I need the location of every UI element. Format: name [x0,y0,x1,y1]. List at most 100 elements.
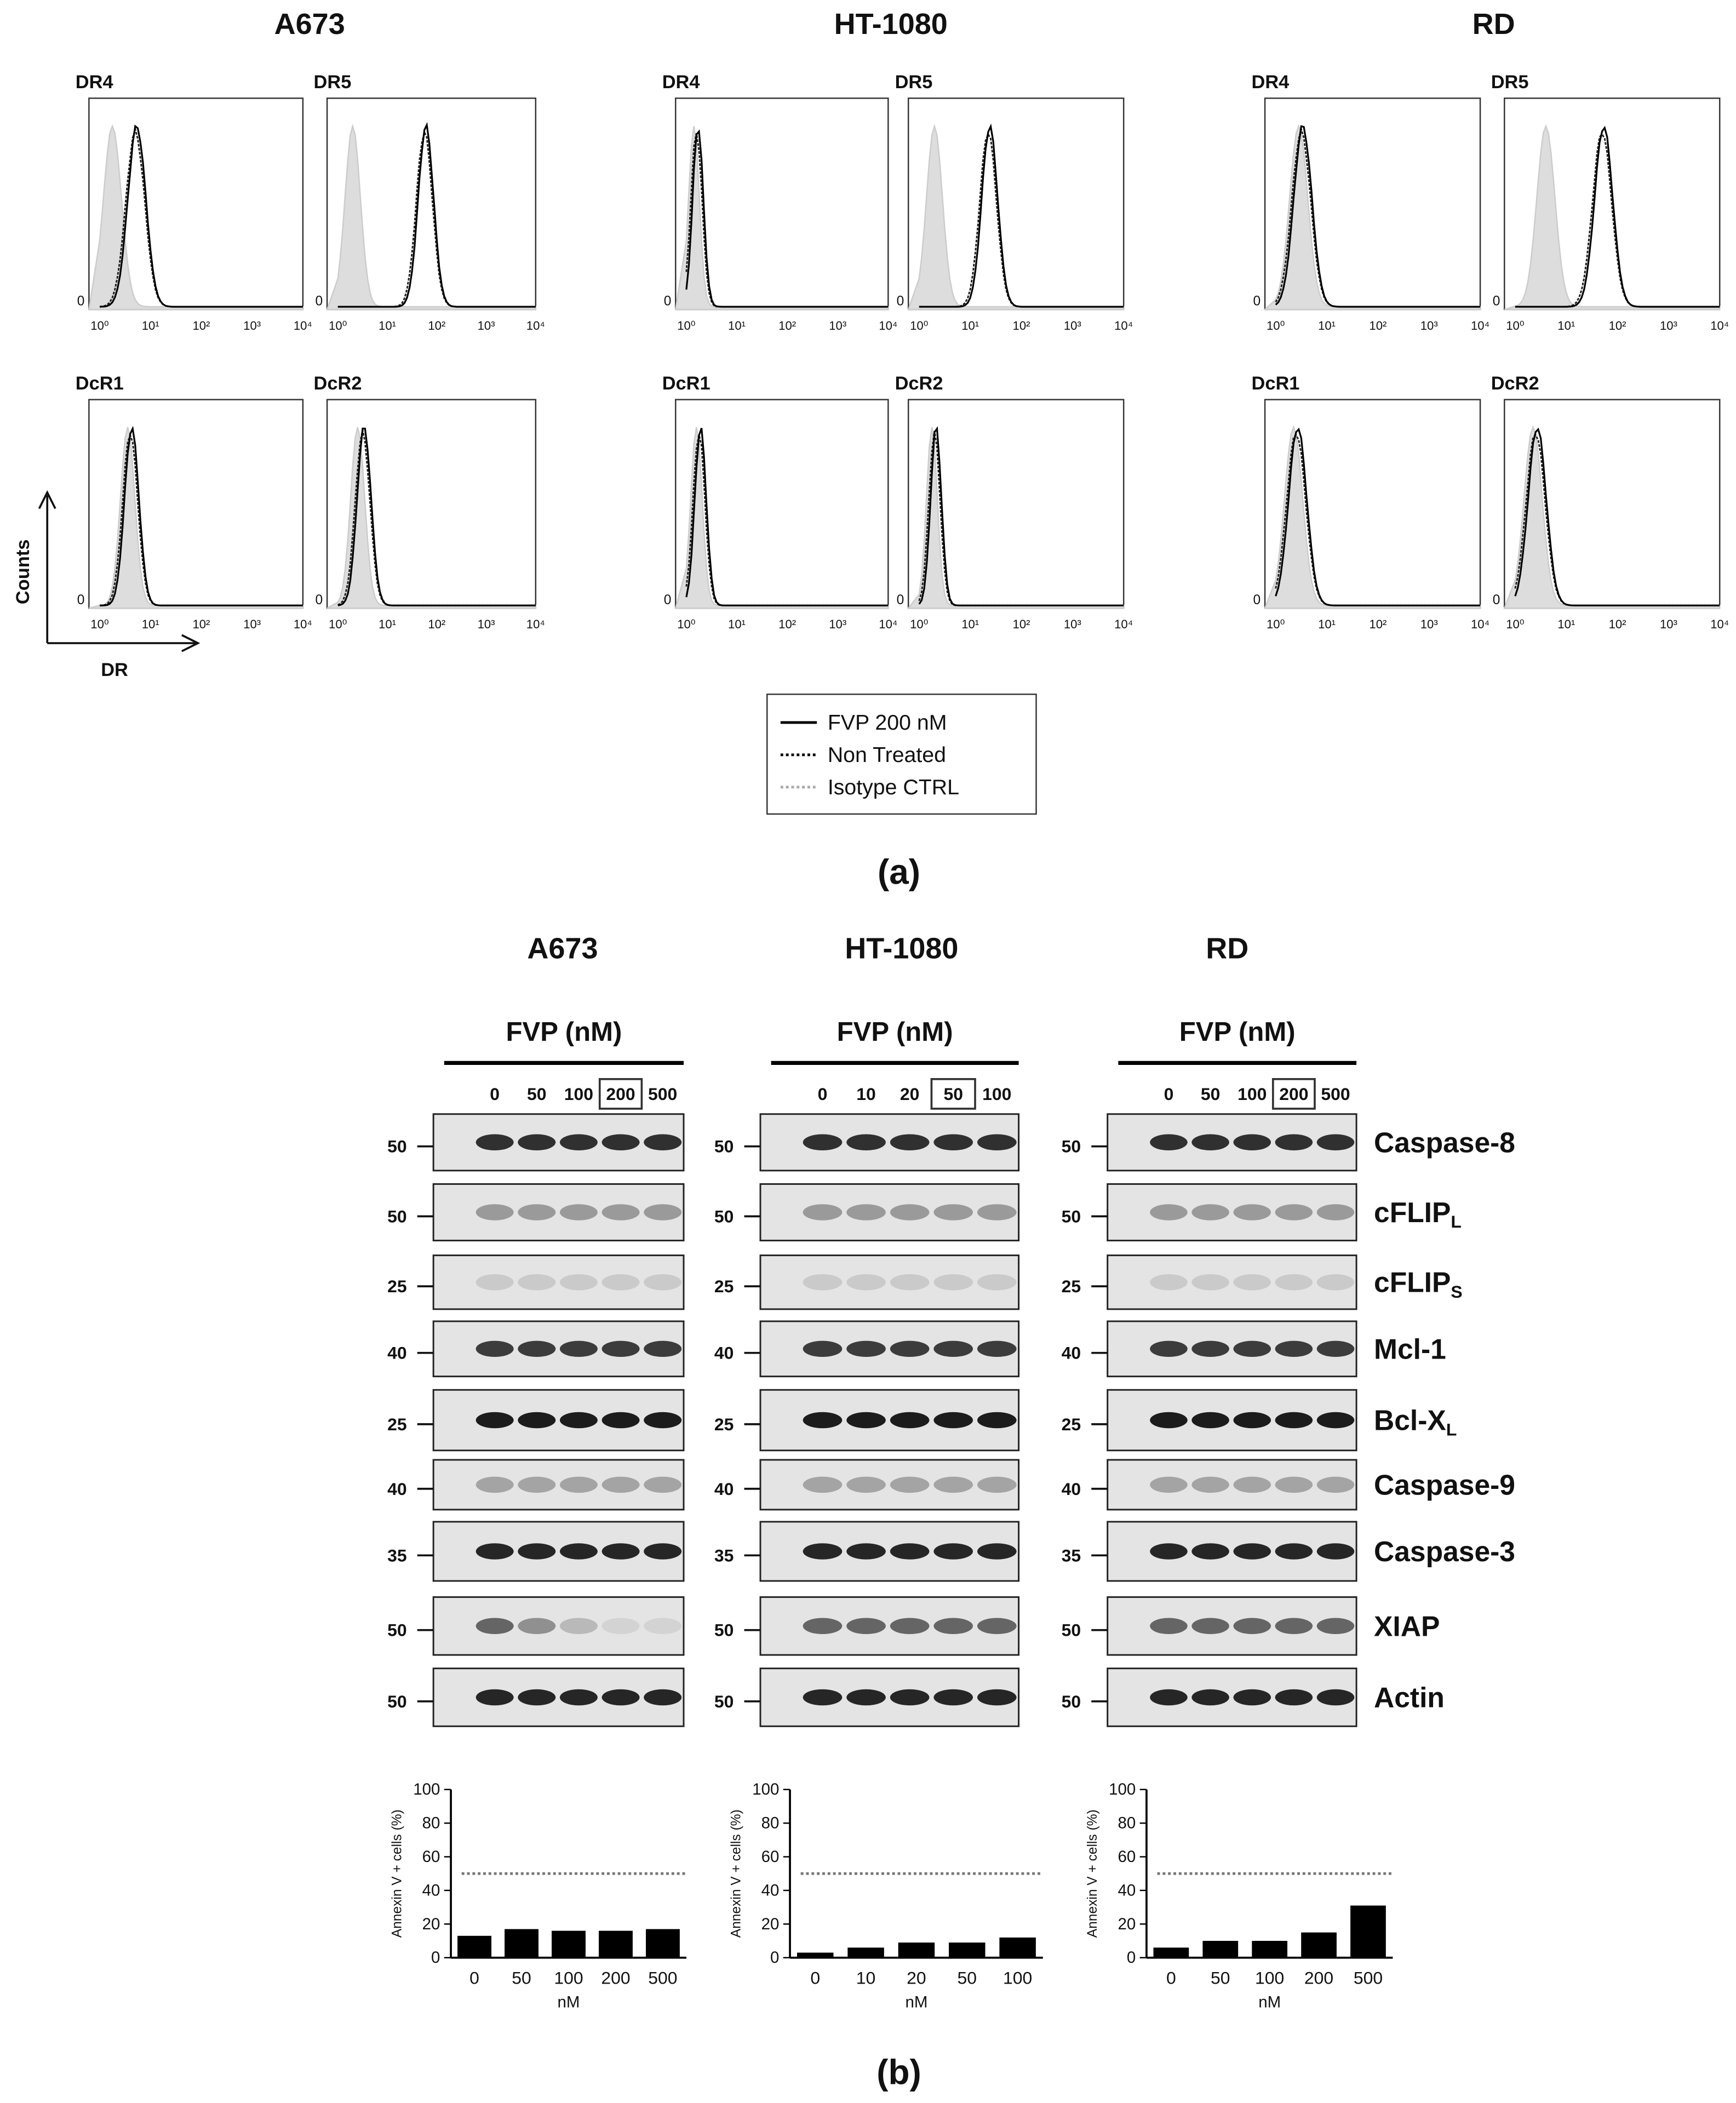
marker-label: 25 [714,1414,734,1434]
treated-histogram [337,427,536,606]
treated-histogram [337,122,536,308]
histogram-x-tick: 10³ [1420,319,1438,333]
blot-panel [432,1389,685,1452]
histogram-x-tick: 10⁰ [90,617,109,631]
isotype-histogram [1504,124,1721,311]
protein-subscript: L [1446,1420,1457,1440]
lane-label: 100 [1237,1084,1267,1104]
histogram-label: DR5 [1491,72,1529,93]
histogram-x-tick: 10² [192,617,210,631]
blot-band [601,1476,640,1493]
bar [847,1947,884,1958]
treated-histogram [100,426,303,606]
histogram-x-tick: 10¹ [728,617,746,631]
marker-label: 35 [1062,1545,1081,1565]
blot-panel [1107,1596,1357,1656]
histogram-x-tick: 10³ [829,319,846,333]
treated-histogram [1514,427,1720,606]
histogram-x-tick: 10¹ [379,617,396,631]
protein-subscript: L [1451,1212,1462,1231]
protein-name: Actin [1374,1681,1445,1713]
histogram-x-tick: 10⁰ [1506,319,1525,333]
blot-band [1191,1340,1229,1357]
histogram-label: DcR1 [662,373,711,394]
histogram-x-tick: 10² [1369,617,1386,631]
x-tick-label: 20 [907,1968,926,1988]
marker-label: 25 [1062,1414,1081,1434]
blot-band [644,1476,682,1493]
treated-histogram [685,428,889,606]
blot-band [1316,1274,1355,1291]
blot-band [601,1543,640,1560]
x-tick-label: 0 [810,1968,820,1988]
blot-band [559,1274,598,1291]
marker-label: 40 [1062,1343,1081,1363]
histogram-y-tick: 0 [897,593,904,608]
blot-panel [1107,1183,1357,1242]
treated-histogram [685,129,889,308]
blot-band [933,1543,973,1560]
blot-band [475,1476,514,1493]
blot-band [644,1543,682,1560]
lane-label: 50 [943,1084,963,1104]
legend-label: Isotype CTRL [828,775,959,799]
bar [505,1929,538,1958]
blot-panel [432,1521,685,1582]
blot-band [1233,1340,1271,1357]
histogram-x-tick: 10³ [1660,319,1677,333]
histogram-x-tick: 10¹ [728,319,746,333]
blot-panel [1107,1667,1357,1727]
blot-panel [1107,1113,1357,1172]
x-tick-label: 100 [1255,1968,1284,1988]
bar [949,1942,986,1958]
histogram-x-tick: 10⁴ [294,319,312,333]
blot-band [644,1618,682,1635]
blot-band [518,1134,556,1151]
blot-band [644,1204,682,1220]
blot-band [1150,1543,1188,1560]
histogram-x-tick: 10¹ [961,319,979,333]
marker-label: 25 [1062,1276,1081,1296]
non-treated-histogram [1275,126,1481,308]
blot-band [977,1412,1017,1429]
treated-histogram [99,124,303,308]
marker-label: 35 [714,1545,734,1565]
treated-histogram [1275,125,1481,308]
lane-label: 200 [606,1084,635,1104]
histogram-x-tick: 10³ [1420,617,1438,631]
x-tick-label: 0 [1166,1968,1176,1988]
protein-name: Caspase-3 [1374,1535,1515,1567]
bar [1350,1905,1386,1958]
blot-band [559,1412,598,1429]
histogram-x-tick: 10¹ [1557,319,1575,333]
blot-band [1275,1689,1313,1706]
blot-band [977,1340,1017,1357]
blot-band [933,1618,973,1635]
blot-panel [759,1596,1020,1656]
histogram-x-tick: 10¹ [1318,617,1336,631]
isotype-histogram [89,427,304,609]
isotype-histogram [88,124,304,311]
blot-panel [1107,1254,1357,1310]
blot-band [1275,1340,1313,1357]
blot-panel [759,1183,1020,1242]
y-tick-label: 80 [422,1814,440,1832]
histogram-x-tick: 10⁰ [329,319,347,333]
blot-band [890,1340,930,1357]
bar [552,1930,586,1958]
blot-panel [432,1596,685,1656]
blot-panel [759,1459,1020,1511]
blot-band [803,1340,843,1357]
y-tick-label: 0 [1127,1949,1136,1967]
lane-label: 100 [564,1084,593,1104]
treatment-label: FVP (nM) [837,1017,953,1047]
blot-band [475,1134,514,1151]
y-tick-label: 60 [422,1848,440,1866]
blot-band [977,1689,1017,1706]
y-tick-label: 40 [761,1881,780,1899]
marker-label: 50 [387,1620,407,1640]
isotype-histogram [1264,425,1481,609]
blot-band [644,1412,682,1429]
histogram-x-tick: 10⁰ [677,617,696,631]
